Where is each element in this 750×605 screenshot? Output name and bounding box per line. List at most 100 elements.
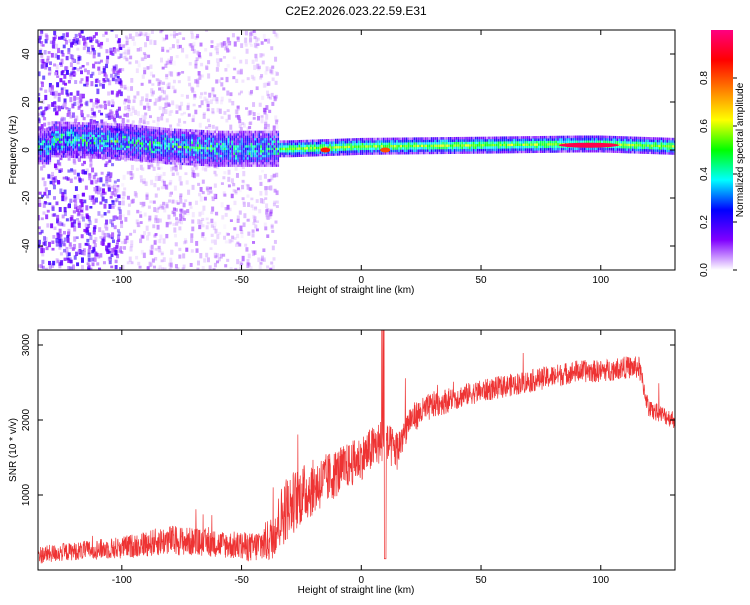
spectrogram-cell bbox=[449, 137, 452, 140]
spectrogram-cell bbox=[120, 145, 122, 148]
spectrogram-cell bbox=[239, 70, 243, 75]
spectrogram-cell bbox=[555, 145, 557, 148]
spectrogram-cell bbox=[469, 141, 471, 145]
spectrogram-cell bbox=[174, 242, 178, 247]
spectrogram-cell bbox=[261, 95, 265, 100]
spectrogram-cell bbox=[346, 138, 349, 141]
spectrogram-cell bbox=[236, 187, 240, 191]
spectrogram-cell bbox=[66, 152, 69, 156]
spectrogram-cell bbox=[64, 140, 67, 144]
spectrogram-cell bbox=[336, 141, 339, 144]
spectrogram-cell bbox=[260, 130, 262, 134]
spectrogram-cell bbox=[442, 146, 444, 150]
spectrogram-cell bbox=[89, 139, 92, 142]
spectrogram-cell bbox=[122, 154, 124, 158]
spectrogram-cell bbox=[225, 47, 229, 53]
spectrogram-cell bbox=[254, 133, 257, 136]
spectrogram-cell bbox=[129, 143, 132, 147]
spectrogram-cell bbox=[248, 159, 251, 163]
spectrogram-cell bbox=[562, 135, 565, 139]
spectrogram-cell bbox=[273, 149, 276, 153]
spectrogram-cell bbox=[405, 139, 408, 143]
spectrogram-cell bbox=[47, 173, 51, 179]
spectrogram-cell bbox=[51, 262, 55, 268]
spectrogram-cell bbox=[455, 144, 458, 147]
spectrogram-cell bbox=[267, 164, 270, 167]
spectrogram-cell bbox=[208, 139, 211, 143]
spectrogram-cell bbox=[234, 267, 238, 270]
spectrogram-cell bbox=[260, 149, 262, 153]
spectrogram-cell bbox=[195, 160, 197, 164]
spectrogram-cell bbox=[166, 135, 168, 138]
spectrogram-cell bbox=[202, 146, 205, 150]
spectrogram-cell bbox=[231, 161, 234, 165]
spectrogram-cell bbox=[152, 160, 155, 163]
spectrogram-cell bbox=[120, 223, 124, 229]
spectrogram-cell bbox=[547, 138, 550, 141]
spectrogram-cell bbox=[252, 161, 255, 165]
spectrogram-cell bbox=[158, 134, 161, 137]
spectrogram-cell bbox=[174, 159, 176, 163]
spectrogram-cell bbox=[566, 135, 569, 139]
spectrogram-cell bbox=[105, 49, 109, 54]
spectrogram-cell bbox=[175, 217, 179, 221]
spectrogram-cell bbox=[237, 161, 239, 165]
spectrogram-cell bbox=[154, 158, 157, 161]
spectrogram-cell bbox=[258, 142, 260, 146]
spectrogram-cell bbox=[407, 151, 410, 155]
spectrogram-cell bbox=[256, 152, 258, 155]
spectrogram-cell bbox=[402, 144, 404, 148]
spectrogram-cell bbox=[315, 141, 318, 145]
spectrogram-cell bbox=[516, 141, 519, 144]
spectrogram-cell bbox=[181, 152, 184, 156]
spectrogram-cell bbox=[45, 214, 49, 220]
spectrogram-cell bbox=[214, 142, 216, 146]
spectrogram-cell bbox=[430, 146, 433, 150]
spectrogram-cell bbox=[114, 128, 117, 131]
spectrogram-cell bbox=[275, 137, 278, 141]
spectrogram-cell bbox=[124, 142, 126, 146]
spectrogram-cell bbox=[277, 133, 280, 136]
spectrogram-cell bbox=[218, 161, 220, 165]
spectrogram-cell bbox=[168, 60, 172, 64]
spectrogram-cell bbox=[195, 153, 197, 157]
spectrogram-cell bbox=[522, 150, 525, 154]
spectrogram-cell bbox=[244, 130, 247, 134]
spectrogram-cell bbox=[66, 143, 69, 146]
spectrogram-cell bbox=[69, 73, 73, 77]
spectrogram-cell bbox=[547, 135, 550, 139]
spectrogram-cell bbox=[85, 131, 88, 135]
spectrogram-cell bbox=[192, 114, 196, 119]
spectrogram-cell bbox=[265, 137, 268, 141]
spectrogram-cell bbox=[201, 191, 205, 195]
spectrogram-cell bbox=[88, 245, 92, 250]
spectrogram-cell bbox=[440, 151, 442, 155]
spectrogram-cell bbox=[217, 79, 221, 83]
spectrogram-cell bbox=[274, 220, 278, 224]
spectrogram-cell bbox=[344, 143, 347, 146]
spectrogram-cell bbox=[114, 142, 117, 146]
spectrogram-cell bbox=[216, 149, 218, 153]
spectrogram-cell bbox=[239, 133, 241, 136]
spectrogram-cell bbox=[158, 129, 161, 133]
spectrogram-cell bbox=[139, 175, 143, 179]
spectrogram-cell bbox=[413, 149, 416, 152]
spectrogram-cell bbox=[192, 172, 196, 179]
spectrogram-cell bbox=[142, 201, 146, 207]
spectrogram-cell bbox=[195, 248, 199, 253]
spectrogram-cell bbox=[539, 140, 542, 144]
spectrogram-cell bbox=[45, 157, 48, 160]
spectrogram-cell bbox=[56, 75, 60, 78]
spectrogram-cell bbox=[164, 109, 168, 115]
spectrogram-cell bbox=[193, 136, 195, 140]
spectrogram-cell bbox=[166, 147, 168, 150]
spectrogram-cell bbox=[492, 143, 494, 147]
spectrogram-cell bbox=[423, 137, 425, 140]
spectrogram-cell bbox=[262, 248, 266, 253]
spectrogram-cell bbox=[99, 236, 103, 239]
spectrogram-cell bbox=[123, 84, 127, 90]
spectrogram-cell bbox=[495, 150, 498, 154]
spectrogram-cell bbox=[394, 151, 396, 155]
spectrogram-cell bbox=[436, 146, 439, 150]
spectrogram-cell bbox=[62, 152, 65, 156]
